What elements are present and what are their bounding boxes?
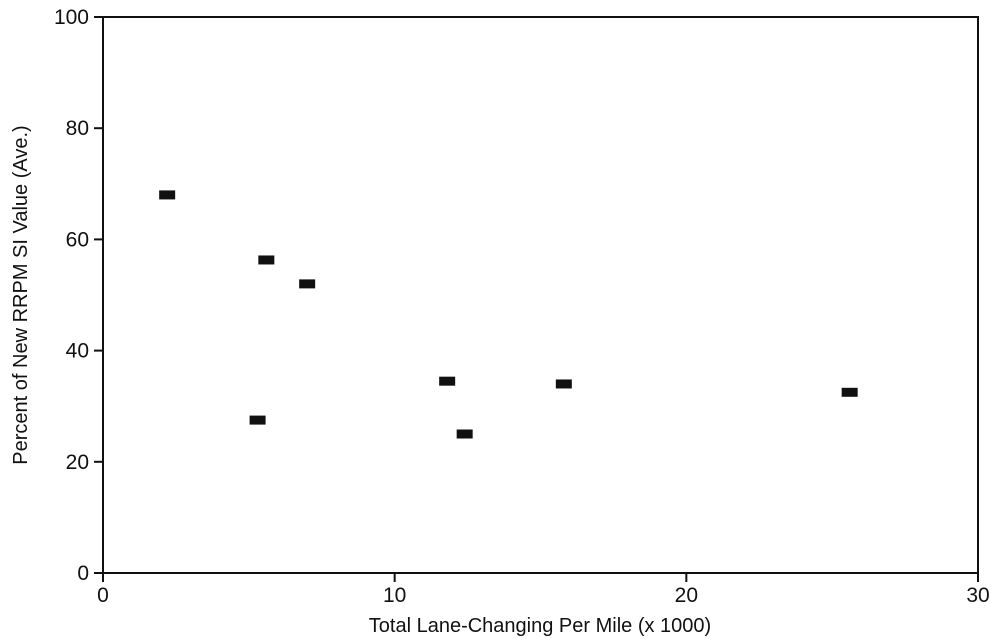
data-point-6 (456, 429, 473, 439)
data-points (159, 190, 858, 439)
y-tick-label: 40 (66, 340, 89, 363)
x-tick-label: 30 (966, 584, 989, 607)
y-tick-label: 60 (66, 228, 89, 251)
plot-frame (102, 16, 979, 574)
y-tick-label: 20 (66, 451, 89, 474)
y-tick-label: 80 (66, 117, 89, 140)
data-point-8 (841, 387, 858, 397)
x-tick-label: 0 (97, 584, 109, 607)
y-tick-label: 100 (54, 6, 89, 29)
y-tick-label: 0 (77, 562, 89, 585)
data-point-1 (159, 190, 176, 200)
y-axis-title: Percent of New RRPM SI Value (Ave.) (10, 125, 32, 464)
data-point-2 (249, 415, 266, 425)
data-point-5 (439, 376, 456, 386)
x-axis-title: Total Lane-Changing Per Mile (x 1000) (369, 615, 711, 637)
data-point-4 (299, 279, 316, 289)
y-axis-ticks: 0 20 40 60 80 100 (54, 6, 103, 585)
x-tick-label: 10 (383, 584, 406, 607)
x-tick-label: 20 (675, 584, 698, 607)
x-axis-ticks: 0 10 20 30 (97, 573, 990, 607)
data-point-7 (555, 379, 572, 389)
data-point-3 (258, 255, 275, 265)
